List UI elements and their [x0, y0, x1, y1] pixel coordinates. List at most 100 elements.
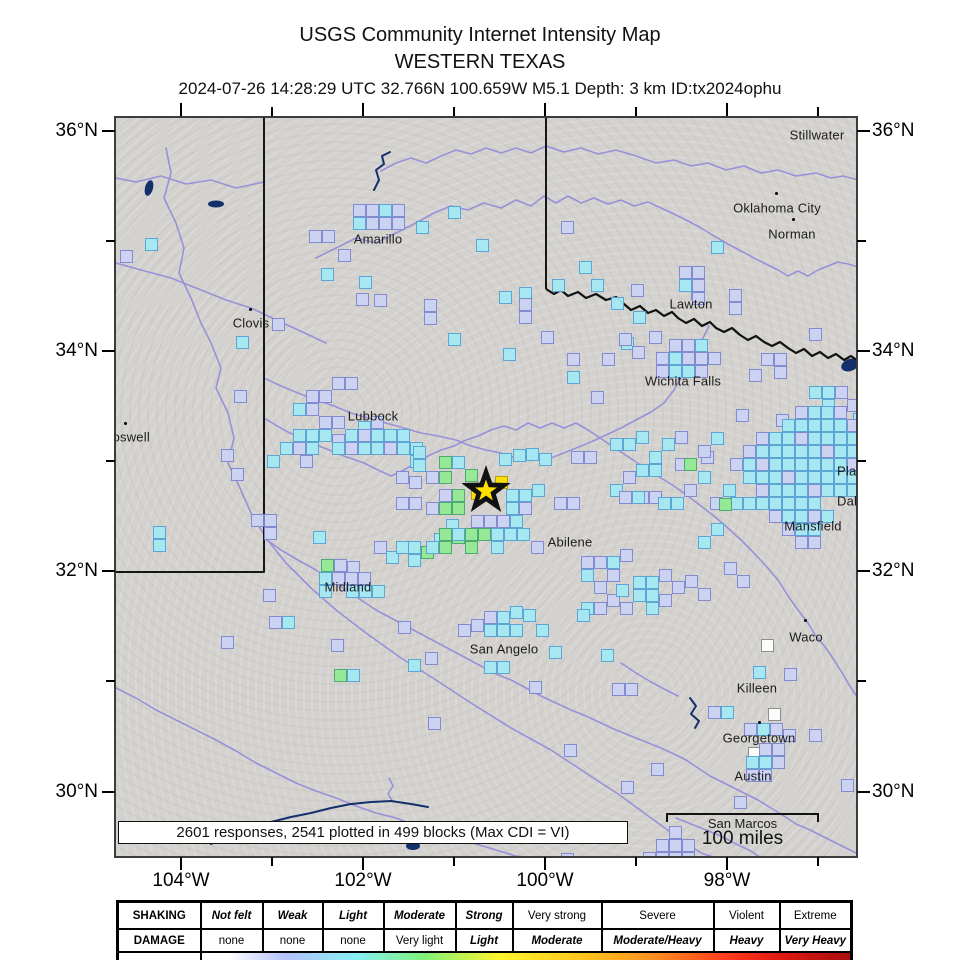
intensity-block: [532, 484, 545, 497]
intensity-block: [372, 585, 385, 598]
intensity-block: [753, 666, 766, 679]
intensity-block: [319, 585, 332, 598]
intensity-block: [293, 442, 306, 455]
intensity-block: [636, 464, 649, 477]
intensity-block: [465, 541, 478, 554]
intensity-block: [734, 796, 747, 809]
intensity-block: [332, 572, 345, 585]
intensity-block: [808, 471, 821, 484]
intensity-block: [669, 839, 682, 852]
intensity-block: [759, 756, 772, 769]
intensity-block: [821, 406, 834, 419]
intensity-block: [561, 853, 574, 856]
intensity-block: [730, 458, 743, 471]
legend-damage-cell: Very Heavy: [778, 928, 853, 953]
intensity-block: [536, 624, 549, 637]
city-label-austin: Austin: [734, 768, 772, 784]
intensity-block: [526, 448, 539, 461]
intensity-block: [746, 756, 759, 769]
intensity-block: [669, 352, 682, 365]
intensity-block: [567, 353, 580, 366]
intensity-block: [847, 445, 856, 458]
intensity-block: [577, 609, 590, 622]
intensity-block: [649, 331, 662, 344]
intensity-block: [675, 431, 688, 444]
intensity-block: [769, 445, 782, 458]
intensity-block: [331, 639, 344, 652]
legend-shaking-cell: Moderate: [382, 900, 457, 930]
intensity-block: [539, 453, 552, 466]
intensity-block: [711, 523, 724, 536]
river-squiggle-bottom: [387, 777, 394, 803]
intensity-block: [756, 497, 769, 510]
intensity-block: [607, 556, 620, 569]
river-san-marcos: [675, 817, 760, 856]
intensity-block: [523, 609, 536, 622]
intensity-block: [332, 416, 345, 429]
legend-shaking-header: SHAKING: [116, 900, 202, 930]
intensity-block: [744, 723, 757, 736]
legend-damage-cell: none: [261, 928, 324, 953]
intensity-block: [272, 318, 285, 331]
intensity-block: [439, 528, 452, 541]
intensity-block: [484, 515, 497, 528]
intensity-block: [633, 576, 646, 589]
intensity-block: [723, 484, 736, 497]
intensity-block: [746, 769, 759, 782]
intensity-block: [567, 497, 580, 510]
intensity-block: [784, 668, 797, 681]
intensity-block: [371, 416, 384, 429]
intensity-block: [591, 279, 604, 292]
legend-damage-cell: Light: [454, 928, 514, 953]
intensity-block: [795, 536, 808, 549]
intensity-block: [769, 510, 782, 523]
intensity-block: [625, 683, 638, 696]
intensity-block: [471, 515, 484, 528]
intensity-block: [651, 763, 664, 776]
intensity-block: [682, 365, 695, 378]
city-label-waco: Waco: [789, 629, 823, 645]
lon-axis-label: 98°W: [703, 870, 751, 891]
intensity-block: [424, 312, 437, 325]
lake-nm-1: [144, 180, 154, 196]
intensity-block: [782, 458, 795, 471]
intensity-block: [684, 484, 697, 497]
city-dot: [124, 422, 127, 425]
intensity-block: [649, 464, 662, 477]
intensity-block: [774, 366, 787, 379]
legend-damage-cell: Moderate/Heavy: [600, 928, 715, 953]
intensity-block: [601, 649, 614, 662]
intensity-block: [821, 419, 834, 432]
axis-tick: [544, 103, 546, 116]
intensity-block: [439, 502, 452, 515]
intensity-block: [834, 471, 847, 484]
intensity-block: [795, 419, 808, 432]
scale-bar-line: [666, 813, 819, 815]
intensity-block: [623, 438, 636, 451]
intensity-block: [698, 588, 711, 601]
intensity-block: [631, 284, 644, 297]
intensity-block: [359, 276, 372, 289]
intensity-block: [756, 432, 769, 445]
legend-damage-cell: none: [199, 928, 264, 953]
intensity-block: [768, 708, 781, 721]
intensity-block: [503, 348, 516, 361]
intensity-block: [756, 471, 769, 484]
intensity-block: [280, 442, 293, 455]
lat-axis-label: 34°N: [55, 340, 98, 361]
city-label-killeen: Killeen: [736, 680, 778, 696]
border-new-mexico: [116, 118, 265, 573]
intensity-block: [632, 346, 645, 359]
intensity-block: [692, 266, 705, 279]
intensity-block: [251, 514, 264, 527]
intensity-block: [153, 526, 166, 539]
intensity-block: [332, 377, 345, 390]
city-label-midland: Midland: [324, 579, 372, 595]
intensity-block: [808, 484, 821, 497]
city-dot: [804, 619, 807, 622]
intensity-block: [517, 528, 530, 541]
intensity-block: [795, 484, 808, 497]
legend-shaking-cell: Severe: [600, 900, 715, 930]
intensity-block: [519, 489, 532, 502]
city-label-oklahoma-city: Oklahoma City: [733, 200, 821, 216]
